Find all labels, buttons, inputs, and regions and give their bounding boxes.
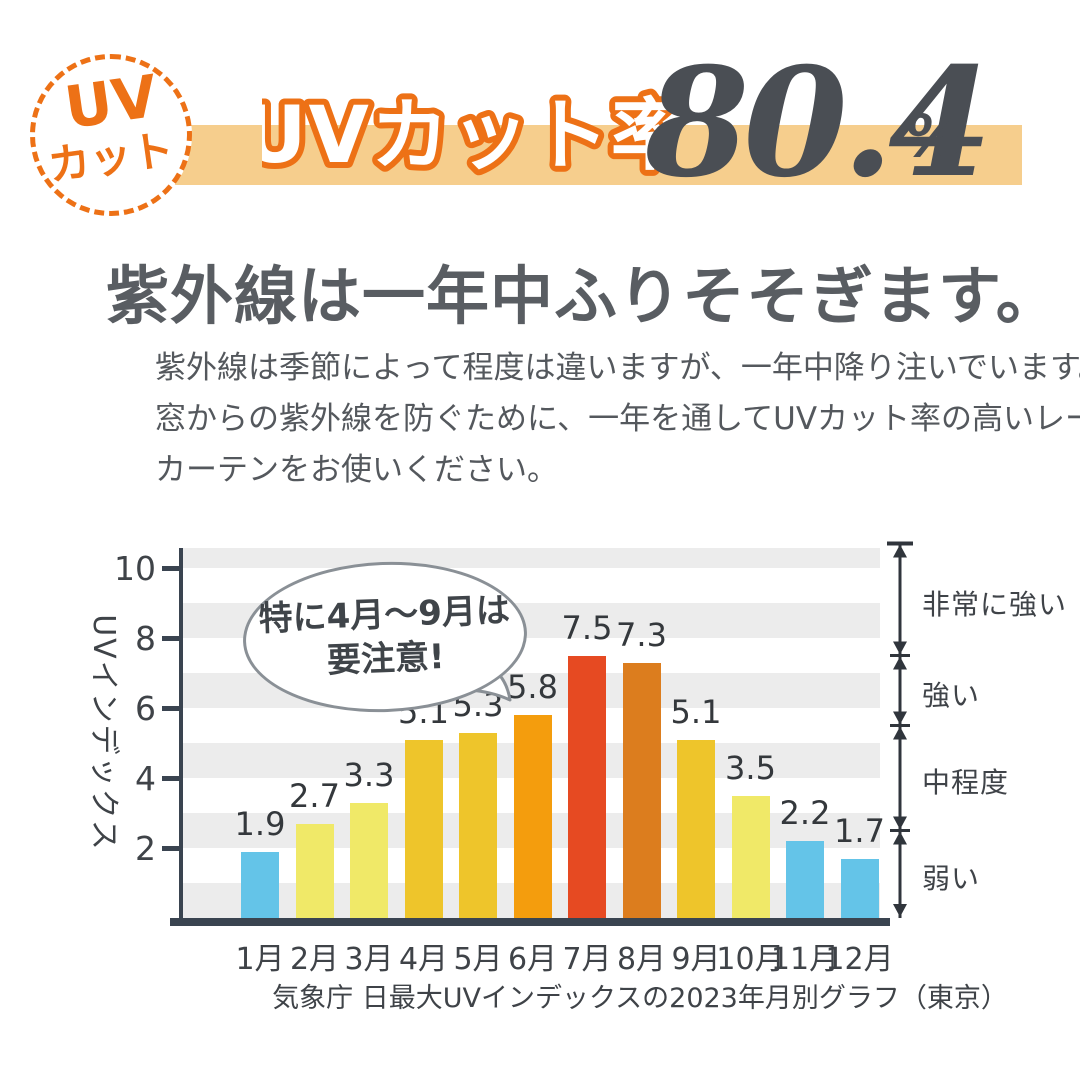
banner-title-text: UVカット率: [262, 91, 672, 181]
uv-index-bar-chart: UVインデックス 特に4月〜9月は 要注意! 気象庁 日最大UVインデックスの2…: [0, 530, 1080, 1050]
bar-value-label: 3.5: [725, 748, 776, 787]
speech-bubble-line2: 要注意!: [326, 636, 446, 682]
description-paragraph: 紫外線は季節によって程度は違いますが、一年中降り注いでいます。 窓からの紫外線を…: [155, 350, 1080, 505]
y-tick-mark: [162, 776, 182, 781]
bar-value-label: 2.7: [289, 776, 340, 815]
speech-bubble-line1: 特に4月〜9月は: [257, 590, 511, 640]
x-tick-label: 9月: [671, 942, 721, 977]
x-tick-label: 4月: [398, 942, 449, 977]
y-tick-label: 8: [135, 619, 156, 658]
x-tick-label: 1月: [235, 942, 285, 977]
x-axis: [170, 918, 890, 926]
bar-12月: [840, 858, 879, 918]
x-tick-label: 12月: [825, 942, 894, 977]
bar-11月: [786, 841, 824, 918]
uv-cut-badge: UV カット: [30, 54, 192, 216]
header-banner: [170, 125, 1022, 185]
x-tick-label: 7月: [562, 942, 612, 977]
y-tick-mark: [162, 706, 182, 711]
bar-value-label: 5.1: [670, 692, 722, 731]
banner-title: UVカット率: [262, 85, 672, 187]
x-tick-label: 8月: [616, 942, 667, 977]
page-title: 紫外線は一年中ふりそそぎます。: [106, 260, 1060, 333]
bar-4月: [404, 739, 443, 918]
chart-caption: 気象庁 日最大UVインデックスの2023年月別グラフ（東京）: [272, 983, 1008, 1014]
y-tick-label: 2: [135, 829, 156, 868]
bar-7月: [568, 655, 606, 918]
bar-6月: [513, 715, 552, 918]
y-tick-mark: [162, 636, 182, 641]
bar-value-label: 5.8: [507, 668, 558, 706]
bar-value-label: 2.2: [779, 794, 831, 832]
bar-8月: [622, 662, 661, 918]
bar-value-label: 7.3: [616, 615, 667, 654]
bar-1月: [241, 851, 279, 918]
paragraph-line: 紫外線は季節によって程度は違いますが、一年中降り注いでいます。: [155, 350, 1080, 386]
bar-value-label: 1.7: [834, 811, 885, 850]
y-tick-label: 4: [135, 759, 156, 798]
uv-strength-label: 中程度: [922, 766, 1010, 799]
y-tick-label: 10: [114, 549, 156, 588]
paragraph-line: 窓からの紫外線を防ぐために、一年を通してUVカット率の高いレース: [155, 401, 1080, 437]
bar-10月: [731, 795, 770, 918]
y-axis: [179, 548, 183, 918]
bar-value-label: 1.9: [234, 804, 286, 843]
bar-2月: [295, 823, 334, 918]
y-tick-mark: [162, 566, 182, 571]
bar-5月: [459, 732, 497, 918]
bar-9月: [677, 739, 715, 918]
x-tick-label: 5月: [453, 942, 503, 977]
uv-strength-label: 強い: [922, 678, 981, 712]
percent-sign: %: [905, 102, 964, 170]
uv-cut-rate-value: 80.4: [645, 35, 992, 211]
x-tick-label: 11月: [770, 942, 840, 977]
x-tick-label: 3月: [344, 942, 394, 977]
y-tick-label: 6: [135, 689, 156, 728]
bar-3月: [350, 802, 388, 918]
y-tick-mark: [162, 846, 182, 851]
paragraph-line: カーテンをお使いください。: [155, 452, 558, 488]
x-tick-label: 6月: [507, 942, 558, 977]
uv-strength-scale: [887, 541, 913, 918]
x-tick-label: 10月: [716, 942, 785, 977]
bar-value-label: 7.5: [561, 608, 613, 647]
uv-strength-label: 非常に強い: [922, 587, 1068, 621]
bar-value-label: 3.3: [343, 755, 395, 794]
uv-strength-label: 弱い: [922, 862, 981, 896]
x-tick-label: 2月: [289, 942, 340, 977]
